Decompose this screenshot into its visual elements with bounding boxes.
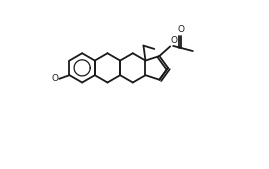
- Text: O: O: [52, 74, 59, 83]
- Text: O: O: [171, 36, 178, 45]
- Text: O: O: [178, 25, 185, 34]
